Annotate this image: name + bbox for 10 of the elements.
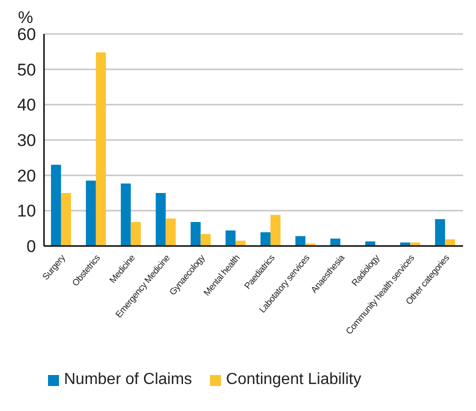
legend-label: Number of Claims xyxy=(64,371,192,389)
y-tick-label: 30 xyxy=(17,131,36,150)
y-tick-label: 50 xyxy=(17,60,36,80)
y-tick-label: 60 xyxy=(17,25,36,44)
y-tick-label: 40 xyxy=(17,96,36,115)
y-tick-label: 20 xyxy=(17,166,36,186)
y-tick-label: 10 xyxy=(17,202,36,221)
legend-label: Contingent Liability xyxy=(226,371,362,389)
y-axis-title: % xyxy=(17,8,34,27)
y-tick-label: 0 xyxy=(26,237,36,256)
